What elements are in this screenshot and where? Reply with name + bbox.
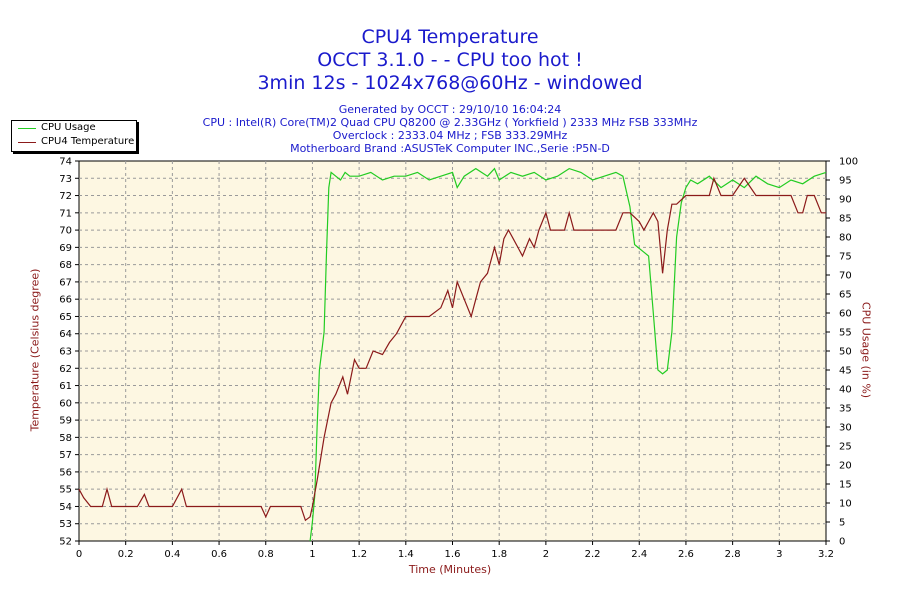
generated-by-text: Generated by OCCT : 29/10/10 16:04:24 <box>338 103 562 116</box>
y-left-tick-label: 70 <box>59 226 72 237</box>
chart-title: CPU4 Temperature <box>361 26 539 48</box>
y-left-tick-label: 74 <box>59 157 72 168</box>
x-tick-label: 2.8 <box>725 549 741 560</box>
y-left-tick-label: 73 <box>59 174 72 185</box>
x-tick-label: 2 <box>543 549 549 560</box>
legend-swatch-cpu4-temperature <box>18 142 36 143</box>
overclock-info-text: Overclock : 2333.04 MHz ; FSB 333.29MHz <box>332 129 568 142</box>
x-tick-label: 0.8 <box>258 549 274 560</box>
x-tick-label: 3.2 <box>818 549 834 560</box>
series-layer <box>78 167 827 542</box>
legend-item-cpu4-temperature: CPU4 Temperature <box>12 135 136 149</box>
y-right-tick-label: 80 <box>839 233 852 244</box>
y-right-tick-label: 95 <box>839 176 852 187</box>
x-tick-label: 2.2 <box>585 549 601 560</box>
y-right-tick-label: 0 <box>839 537 845 548</box>
y-left-tick-label: 66 <box>59 295 72 306</box>
y-left-tick-label: 65 <box>59 312 72 323</box>
y-left-tick-label: 72 <box>59 191 72 202</box>
x-tick-label: 1.8 <box>491 549 507 560</box>
y-right-tick-label: 50 <box>839 347 852 358</box>
legend-item-cpu-usage: CPU Usage <box>12 121 136 135</box>
y-right-tick-label: 5 <box>839 518 845 529</box>
y-left-tick-label: 63 <box>59 347 72 358</box>
chart-subtitle-status: OCCT 3.1.0 - - CPU too hot ! <box>317 49 583 71</box>
chart-subtitle-run-info: 3min 12s - 1024x768@60Hz - windowed <box>257 72 643 94</box>
motherboard-info-text: Motherboard Brand :ASUSTeK Computer INC.… <box>290 142 610 155</box>
legend-swatch-cpu-usage <box>18 128 36 129</box>
series-line-cpu-usage <box>309 167 827 542</box>
y-left-tick-label: 64 <box>59 329 72 340</box>
y-left-tick-label: 59 <box>59 416 72 427</box>
legend-label-cpu4-temperature: CPU4 Temperature <box>41 136 135 147</box>
y-right-tick-label: 75 <box>839 252 852 263</box>
y-right-tick-label: 90 <box>839 195 852 206</box>
y-left-tick-label: 68 <box>59 260 72 271</box>
legend: CPU Usage CPU4 Temperature <box>11 120 137 152</box>
y-right-tick-label: 35 <box>839 404 852 415</box>
y-right-tick-label: 25 <box>839 442 852 453</box>
x-tick-label: 0.2 <box>118 549 134 560</box>
y-left-tick-label: 62 <box>59 364 72 375</box>
y-left-tick-label: 54 <box>59 502 72 513</box>
y-left-tick-label: 58 <box>59 433 72 444</box>
y-right-tick-label: 20 <box>839 461 852 472</box>
y-left-tick-label: 53 <box>59 519 72 530</box>
x-tick-label: 0 <box>76 549 82 560</box>
y-left-tick-label: 55 <box>59 485 72 496</box>
y-right-tick-label: 45 <box>839 366 852 377</box>
axis-ticks: 0 0.2 0.4 0.6 0.8 1 1.2 1.4 1.6 1.8 2 2.2 2.4 2.6 2.8 3… <box>59 157 858 561</box>
y-left-tick-label: 52 <box>59 537 72 548</box>
y-axis-left-label: Temperature (Celsius degree) <box>28 268 42 432</box>
grid-lines <box>79 161 826 541</box>
x-tick-label: 1.6 <box>445 549 461 560</box>
y-right-tick-label: 55 <box>839 328 852 339</box>
y-axis-right-label: CPU Usage (in %) <box>859 301 873 399</box>
cpu-info-text: CPU : Intel(R) Core(TM)2 Quad CPU Q8200 … <box>202 116 698 129</box>
x-tick-label: 2.4 <box>631 549 647 560</box>
y-left-tick-label: 60 <box>59 398 72 409</box>
series-line-cpu4-temperature <box>78 176 826 522</box>
x-tick-label: 1 <box>309 549 315 560</box>
x-tick-label: 0.4 <box>164 549 180 560</box>
y-left-tick-label: 56 <box>59 467 72 478</box>
x-tick-label: 2.6 <box>678 549 694 560</box>
y-left-tick-label: 61 <box>59 381 72 392</box>
y-left-tick-label: 57 <box>59 450 72 461</box>
x-tick-label: 1.4 <box>398 549 414 560</box>
x-tick-label: 3 <box>776 549 782 560</box>
x-axis-label: Time (Minutes) <box>408 563 492 576</box>
y-right-tick-label: 100 <box>839 157 858 168</box>
y-right-tick-label: 40 <box>839 385 852 396</box>
y-left-tick-label: 67 <box>59 277 72 288</box>
y-right-tick-label: 60 <box>839 309 852 320</box>
y-right-tick-label: 30 <box>839 423 852 434</box>
y-right-tick-label: 15 <box>839 480 852 491</box>
y-right-tick-label: 10 <box>839 499 852 510</box>
y-left-tick-label: 71 <box>59 208 72 219</box>
x-tick-label: 0.6 <box>211 549 227 560</box>
x-tick-label: 1.2 <box>351 549 367 560</box>
y-right-tick-label: 85 <box>839 214 852 225</box>
y-left-tick-label: 69 <box>59 243 72 254</box>
legend-label-cpu-usage: CPU Usage <box>41 122 96 133</box>
y-right-tick-label: 65 <box>839 290 852 301</box>
y-right-tick-label: 70 <box>839 271 852 282</box>
